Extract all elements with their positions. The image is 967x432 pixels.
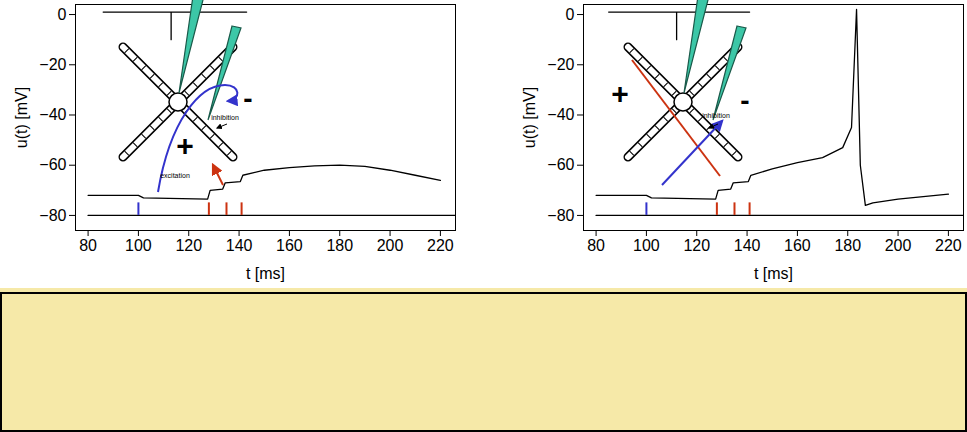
svg-text:0: 0 bbox=[566, 6, 575, 23]
svg-text:+: + bbox=[611, 77, 629, 110]
svg-text:inhibition: inhibition bbox=[702, 112, 730, 119]
svg-text:−60: −60 bbox=[547, 156, 574, 173]
svg-text:−80: −80 bbox=[547, 207, 574, 224]
svg-text:200: 200 bbox=[377, 237, 404, 254]
svg-text:220: 220 bbox=[427, 237, 454, 254]
svg-text:−20: −20 bbox=[39, 56, 66, 73]
svg-text:−40: −40 bbox=[547, 106, 574, 123]
svg-text:120: 120 bbox=[175, 237, 202, 254]
svg-text:excitation: excitation bbox=[160, 172, 190, 179]
svg-text:160: 160 bbox=[784, 237, 811, 254]
svg-text:+: + bbox=[176, 129, 194, 162]
svg-text:−20: −20 bbox=[547, 56, 574, 73]
svg-text:180: 180 bbox=[326, 237, 353, 254]
svg-text:100: 100 bbox=[633, 237, 660, 254]
svg-text:80: 80 bbox=[587, 237, 605, 254]
svg-text:t [ms]: t [ms] bbox=[246, 265, 285, 282]
svg-text:-: - bbox=[243, 83, 252, 114]
svg-text:−80: −80 bbox=[39, 207, 66, 224]
svg-text:140: 140 bbox=[734, 237, 761, 254]
svg-text:u(t) [mV]: u(t) [mV] bbox=[521, 87, 538, 148]
svg-text:220: 220 bbox=[935, 237, 962, 254]
svg-text:−60: −60 bbox=[39, 156, 66, 173]
svg-text:200: 200 bbox=[885, 237, 912, 254]
svg-text:0: 0 bbox=[58, 6, 67, 23]
svg-text:u(t) [mV]: u(t) [mV] bbox=[13, 87, 30, 148]
svg-text:80: 80 bbox=[79, 237, 97, 254]
svg-text:inhibition: inhibition bbox=[211, 114, 239, 121]
svg-text:120: 120 bbox=[683, 237, 710, 254]
svg-text:−40: −40 bbox=[39, 106, 66, 123]
svg-text:180: 180 bbox=[834, 237, 861, 254]
svg-text:-: - bbox=[740, 85, 749, 116]
svg-text:100: 100 bbox=[125, 237, 152, 254]
svg-text:140: 140 bbox=[226, 237, 253, 254]
svg-text:160: 160 bbox=[276, 237, 303, 254]
svg-text:t [ms]: t [ms] bbox=[754, 265, 793, 282]
